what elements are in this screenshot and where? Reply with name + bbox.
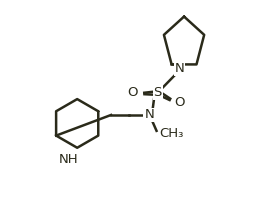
Text: O: O: [127, 86, 138, 99]
Text: N: N: [175, 62, 185, 75]
Text: N: N: [144, 108, 154, 121]
Text: NH: NH: [59, 153, 79, 166]
Text: CH₃: CH₃: [160, 127, 184, 140]
Text: S: S: [153, 86, 162, 99]
Text: O: O: [175, 96, 185, 109]
